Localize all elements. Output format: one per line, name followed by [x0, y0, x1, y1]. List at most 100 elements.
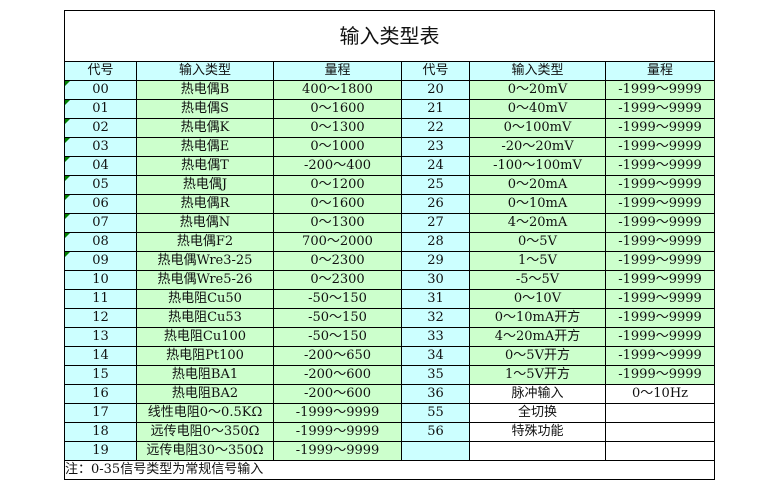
r-code-cell: 26	[401, 194, 470, 214]
error-indicator-icon	[65, 100, 70, 105]
table-row: 07 热电偶N 0～1300 27 4～20mA -1999～9999	[64, 213, 716, 233]
header-type: 输入类型	[136, 61, 274, 81]
table-row: 01 热电偶S 0～1600 21 0～40mV -1999～9999	[64, 99, 716, 119]
l-type-cell: 热电偶F2	[136, 232, 274, 252]
r-range-cell	[604, 441, 716, 461]
l-type-cell: 热电阻Cu53	[136, 308, 274, 328]
table-row: 05 热电偶J 0～1200 25 0～20mA -1999～9999	[64, 175, 716, 195]
l-code-cell: 07	[64, 213, 137, 233]
l-range-cell: 400～1800	[273, 80, 402, 100]
l-code-cell: 16	[64, 384, 137, 404]
table-row: 11 热电阻Cu50 -50～150 31 0～10V -1999～9999	[64, 289, 716, 309]
l-range-cell: 0～1300	[273, 118, 402, 138]
l-type-cell: 远传电阻30～350Ω	[136, 441, 274, 461]
r-code-cell: 25	[401, 175, 470, 195]
l-range-cell: 0～1300	[273, 213, 402, 233]
l-range-cell: 0～1200	[273, 175, 402, 195]
input-type-table: 输入类型表 代号 输入类型 量程 代号 输入类型 量程 00 热电偶B 400～18…	[63, 10, 716, 480]
r-range-cell: 0～10Hz	[604, 384, 716, 404]
l-type-cell: 热电阻Cu100	[136, 327, 274, 347]
table-note: 注：0-35信号类型为常规信号输入	[63, 460, 716, 480]
r-code-cell: 27	[401, 213, 470, 233]
header-code: 代号	[401, 61, 470, 81]
l-type-cell: 热电偶E	[136, 137, 274, 157]
r-type-cell: -100～100mV	[469, 156, 606, 176]
l-range-cell: -200～600	[273, 384, 402, 404]
r-type-cell: 0～100mV	[469, 118, 606, 138]
l-type-cell: 远传电阻0～350Ω	[136, 422, 274, 442]
table-row: 12 热电阻Cu53 -50～150 32 0～10mA开方 -1999～9999	[64, 308, 716, 328]
table-row: 09 热电偶Wre3-25 0～2300 29 1～5V -1999～9999	[64, 251, 716, 271]
l-code-cell: 14	[64, 346, 137, 366]
r-code-cell: 21	[401, 99, 470, 119]
error-indicator-icon	[65, 176, 70, 181]
l-code-cell: 17	[64, 403, 137, 423]
l-type-cell: 热电偶R	[136, 194, 274, 214]
l-code-cell: 02	[64, 118, 137, 138]
l-type-cell: 热电阻BA2	[136, 384, 274, 404]
l-type-cell: 热电阻BA1	[136, 365, 274, 385]
r-range-cell: -1999～9999	[604, 289, 716, 309]
error-indicator-icon	[65, 252, 70, 257]
r-code-cell: 34	[401, 346, 470, 366]
r-type-cell: 1～5V	[469, 251, 606, 271]
r-type-cell: 特殊功能	[469, 422, 606, 442]
r-type-cell: 0～5V开方	[469, 346, 606, 366]
header-range: 量程	[273, 61, 402, 81]
l-code-cell: 06	[64, 194, 137, 214]
l-range-cell: -1999～9999	[273, 422, 402, 442]
l-code-cell: 10	[64, 270, 137, 290]
l-type-cell: 热电阻Pt100	[136, 346, 274, 366]
r-range-cell: -1999～9999	[604, 270, 716, 290]
r-range-cell: -1999～9999	[604, 118, 716, 138]
r-code-cell: 22	[401, 118, 470, 138]
header-range: 量程	[604, 61, 716, 81]
l-code-cell: 09	[64, 251, 137, 271]
r-code-cell: 29	[401, 251, 470, 271]
l-range-cell: -50～150	[273, 327, 402, 347]
r-code-cell: 31	[401, 289, 470, 309]
l-code-cell: 08	[64, 232, 137, 252]
l-range-cell: 0～1600	[273, 194, 402, 214]
table-row: 04 热电偶T -200～400 24 -100～100mV -1999～9999	[64, 156, 716, 176]
l-code-cell: 13	[64, 327, 137, 347]
r-type-cell: 0～10mA	[469, 194, 606, 214]
r-code-cell: 33	[401, 327, 470, 347]
error-indicator-icon	[65, 233, 70, 238]
r-type-cell: 0～10V	[469, 289, 606, 309]
r-range-cell: -1999～9999	[604, 99, 716, 119]
header-type: 输入类型	[469, 61, 606, 81]
r-type-cell: 全切换	[469, 403, 606, 423]
table-row: 16 热电阻BA2 -200～600 36 脉冲输入 0～10Hz	[64, 384, 716, 404]
r-code-cell	[401, 441, 470, 461]
l-code-cell: 00	[64, 80, 137, 100]
l-type-cell: 热电偶J	[136, 175, 274, 195]
error-indicator-icon	[65, 81, 70, 86]
r-range-cell	[604, 422, 716, 442]
l-code-cell: 19	[64, 441, 137, 461]
l-type-cell: 热电偶Wre5-26	[136, 270, 274, 290]
l-range-cell: 0～1000	[273, 137, 402, 157]
l-range-cell: -50～150	[273, 308, 402, 328]
r-code-cell: 20	[401, 80, 470, 100]
table-title: 输入类型表	[63, 10, 716, 62]
l-type-cell: 热电偶K	[136, 118, 274, 138]
l-code-cell: 12	[64, 308, 137, 328]
r-code-cell: 35	[401, 365, 470, 385]
l-code-cell: 01	[64, 99, 137, 119]
l-type-cell: 热电偶T	[136, 156, 274, 176]
r-range-cell: -1999～9999	[604, 327, 716, 347]
l-range-cell: -50～150	[273, 289, 402, 309]
table-row: 14 热电阻Pt100 -200～650 34 0～5V开方 -1999～9999	[64, 346, 716, 366]
l-type-cell: 线性电阻0～0.5KΩ	[136, 403, 274, 423]
error-indicator-icon	[65, 157, 70, 162]
r-range-cell: -1999～9999	[604, 137, 716, 157]
r-type-cell: -5～5V	[469, 270, 606, 290]
l-type-cell: 热电偶Wre3-25	[136, 251, 274, 271]
l-range-cell: -200～600	[273, 365, 402, 385]
r-type-cell: 0～5V	[469, 232, 606, 252]
error-indicator-icon	[65, 138, 70, 143]
r-type-cell: 4～20mA	[469, 213, 606, 233]
error-indicator-icon	[65, 119, 70, 124]
l-range-cell: -200～400	[273, 156, 402, 176]
